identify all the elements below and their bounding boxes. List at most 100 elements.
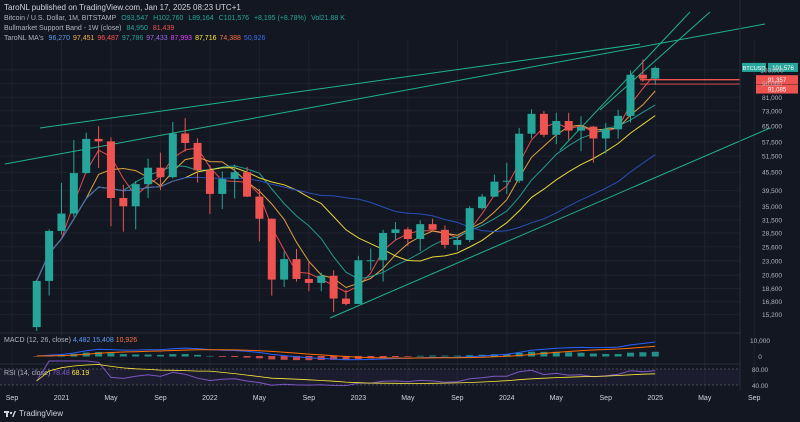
x-tick-label: 2022 — [202, 395, 218, 402]
high-value: H102,760 — [153, 15, 184, 22]
candle — [119, 184, 128, 232]
candle — [354, 255, 363, 304]
published-by-label: TaroNL published on TradingView.com, Jan… — [4, 3, 241, 12]
volume-value: Vol21.88 K — [311, 15, 345, 22]
candle — [32, 279, 41, 331]
macd-histogram-bar — [503, 354, 511, 357]
x-tick-label: May — [253, 395, 267, 402]
price-overlay: BTCUSD 101,576 91,357 91,085 — [640, 62, 798, 94]
candle — [181, 118, 190, 152]
macd-histogram-bar — [404, 356, 412, 357]
macd-histogram-bar — [577, 352, 585, 357]
symbol-tag-label: BTCUSD — [743, 66, 766, 72]
x-tick-label: May — [401, 395, 415, 402]
candle — [626, 70, 635, 123]
macd-histogram-bar — [342, 356, 350, 360]
rsi-band — [0, 369, 740, 385]
tradingview-brand[interactable]: TradingView — [4, 409, 63, 418]
candle — [515, 127, 524, 183]
ma-value-3: 97,786 — [121, 35, 144, 42]
tradingview-brand-label: TradingView — [19, 409, 64, 418]
candle — [57, 182, 66, 235]
close-value: C101,576 — [218, 15, 249, 22]
candle — [317, 272, 326, 292]
tradingview-logo-icon — [4, 410, 16, 417]
candle — [292, 248, 301, 282]
macd-histogram-bar — [255, 356, 263, 359]
x-tick-label: Sep — [451, 395, 464, 402]
bull-band-value-2: 81,439 — [152, 25, 175, 32]
ma-legend-row[interactable]: TaroNL MA's 96,270 97,451 96,487 97,786 97,4… — [4, 35, 271, 42]
upper-channel-trendline — [4, 23, 766, 165]
y-tick-label: 57,500 — [762, 139, 782, 146]
ma-value-2: 96,487 — [97, 35, 119, 42]
ma-value-0: 96,270 — [48, 35, 70, 42]
macd-histogram-bar — [119, 354, 127, 357]
steep-trendline-2 — [599, 11, 711, 111]
candle — [230, 164, 239, 199]
x-tick-label: Sep — [154, 395, 167, 402]
macd-pane: MACD (12, 26, close) 4,482 15,408 10,926… — [0, 332, 770, 361]
candle — [478, 193, 487, 210]
red-price-tag-1 — [756, 84, 798, 94]
rsi-axis-label: 80.00 — [752, 367, 769, 374]
macd-line — [36, 341, 656, 361]
candle — [577, 116, 586, 152]
x-tick-label: May — [550, 395, 564, 402]
candle — [651, 66, 660, 85]
candle — [416, 220, 425, 252]
price-axis: 15,200 16,800 18,600 20,600 23,000 25,600 28,5… — [739, 0, 784, 404]
candle — [168, 121, 177, 179]
macd-axis-label: 0 — [758, 354, 762, 361]
candle — [391, 222, 400, 241]
candle — [502, 162, 511, 194]
x-tick-label: Sep — [748, 395, 761, 402]
macd-histogram-bar — [181, 354, 189, 357]
x-tick-label: Sep — [600, 395, 613, 402]
x-tick-label: 2025 — [647, 395, 663, 402]
macd-histogram-bar — [107, 353, 115, 357]
macd-label: MACD (12, 26, close) 4,482 15,408 10,926 — [4, 337, 137, 344]
macd-histogram-bar — [565, 352, 573, 357]
macd-histogram-bar — [639, 352, 647, 357]
y-tick-label: 45,500 — [762, 170, 782, 177]
y-tick-label: 90,000 — [762, 81, 782, 88]
candle — [156, 152, 165, 191]
y-tick-label: 20,600 — [762, 273, 782, 280]
macd-histogram-bar — [602, 353, 610, 357]
x-tick-label: Sep — [303, 395, 316, 402]
macd-histogram-bar — [441, 355, 449, 357]
trendlines — [4, 11, 771, 319]
candle — [267, 218, 276, 296]
macd-histogram-bar — [589, 353, 597, 357]
rsi-ma-line — [36, 364, 656, 384]
candle — [379, 229, 388, 282]
x-tick-label: Sep — [6, 395, 19, 402]
bull-band-legend-row[interactable]: Bullmarket Support Band - 1W (close) 84,… — [4, 25, 177, 32]
macd-axis-label: 10,000 — [750, 338, 770, 345]
macd-histogram-bar — [540, 351, 548, 357]
macd-histogram-bar — [95, 352, 103, 357]
y-tick-label: 81,000 — [762, 95, 782, 102]
candle — [243, 166, 252, 197]
macd-histogram-bar — [132, 354, 140, 357]
x-tick-label: 2024 — [499, 395, 515, 402]
x-tick-label: May — [698, 395, 712, 402]
symbol-legend-row[interactable]: Bitcoin / U.S. Dollar, 1M, BITSTAMP O93,… — [4, 15, 348, 22]
macd-histogram-bar — [552, 351, 560, 357]
candle — [428, 218, 437, 232]
y-tick-label: 15,200 — [762, 312, 782, 319]
candle — [564, 112, 573, 140]
rsi-value-1: 68.19 — [72, 370, 90, 377]
rsi-value-0: 78.48 — [52, 370, 71, 377]
candle — [490, 174, 499, 197]
macd-histogram-bar — [416, 355, 424, 357]
y-tick-label: 35,000 — [762, 204, 782, 211]
ma-line-24 — [36, 154, 656, 282]
candle — [280, 251, 289, 287]
candle — [329, 270, 338, 313]
candle — [366, 248, 375, 271]
macd-histogram-bar — [144, 354, 152, 357]
candle — [601, 122, 610, 154]
